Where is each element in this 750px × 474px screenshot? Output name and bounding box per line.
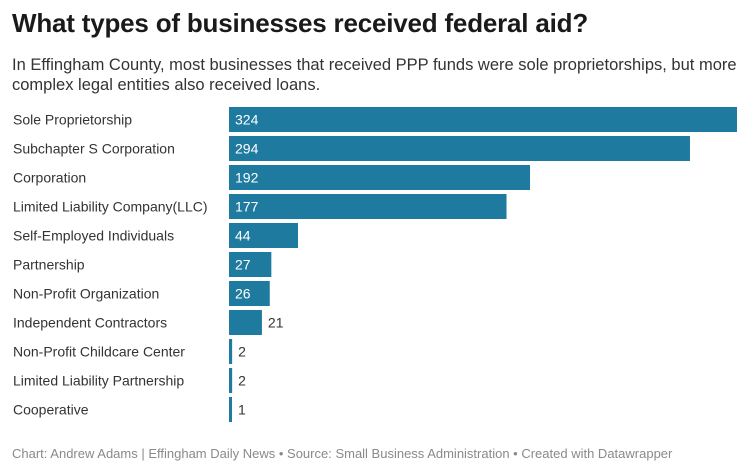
value-label-partnership: 27	[235, 257, 251, 273]
value-label-non-profit-organization: 26	[235, 286, 251, 302]
chart-subtitle: In Effingham County, most businesses tha…	[12, 56, 737, 94]
chart-footer: Chart: Andrew Adams | Effingham Daily Ne…	[12, 446, 673, 461]
value-label-independent-contractors: 21	[268, 315, 284, 331]
bar-non-profit-organization	[229, 281, 270, 306]
value-label-sole-proprietorship: 324	[235, 112, 259, 128]
value-label-subchapter-s-corporation: 294	[235, 141, 259, 157]
bar-limited-liability-partnership	[229, 368, 233, 393]
value-label-non-profit-childcare-center: 2	[238, 344, 246, 360]
category-label-self-employed-individuals: Self-Employed Individuals	[13, 228, 174, 244]
chart-title: What types of businesses received federa…	[12, 8, 589, 38]
category-label-non-profit-organization: Non-Profit Organization	[13, 286, 159, 302]
category-label-corporation: Corporation	[13, 170, 86, 186]
bar-self-employed-individuals	[229, 223, 298, 248]
category-label-subchapter-s-corporation: Subchapter S Corporation	[13, 141, 175, 157]
bar-independent-contractors	[229, 310, 262, 335]
value-label-corporation: 192	[235, 170, 259, 186]
category-label-non-profit-childcare-center: Non-Profit Childcare Center	[13, 344, 185, 360]
bar-cooperative	[229, 397, 232, 422]
category-label-limited-liability-company-llc: Limited Liability Company(LLC)	[13, 199, 208, 215]
category-label-sole-proprietorship: Sole Proprietorship	[13, 112, 132, 128]
bar-corporation	[229, 165, 531, 190]
category-label-cooperative: Cooperative	[13, 402, 89, 418]
value-label-limited-liability-company-llc: 177	[235, 199, 259, 215]
category-label-limited-liability-partnership: Limited Liability Partnership	[13, 373, 184, 389]
value-label-limited-liability-partnership: 2	[238, 373, 246, 389]
value-label-cooperative: 1	[238, 402, 246, 418]
bar-partnership	[229, 252, 272, 277]
category-label-independent-contractors: Independent Contractors	[13, 315, 167, 331]
bar-chart: Sole Proprietorship 324 Subchapter S Corpo…	[13, 107, 737, 422]
bar-non-profit-childcare-center	[229, 339, 233, 364]
value-label-self-employed-individuals: 44	[235, 228, 251, 244]
bar-limited-liability-company-llc	[229, 194, 507, 219]
bar-sole-proprietorship	[229, 107, 737, 132]
bar-subchapter-s-corporation	[229, 136, 690, 161]
category-label-partnership: Partnership	[13, 257, 85, 273]
